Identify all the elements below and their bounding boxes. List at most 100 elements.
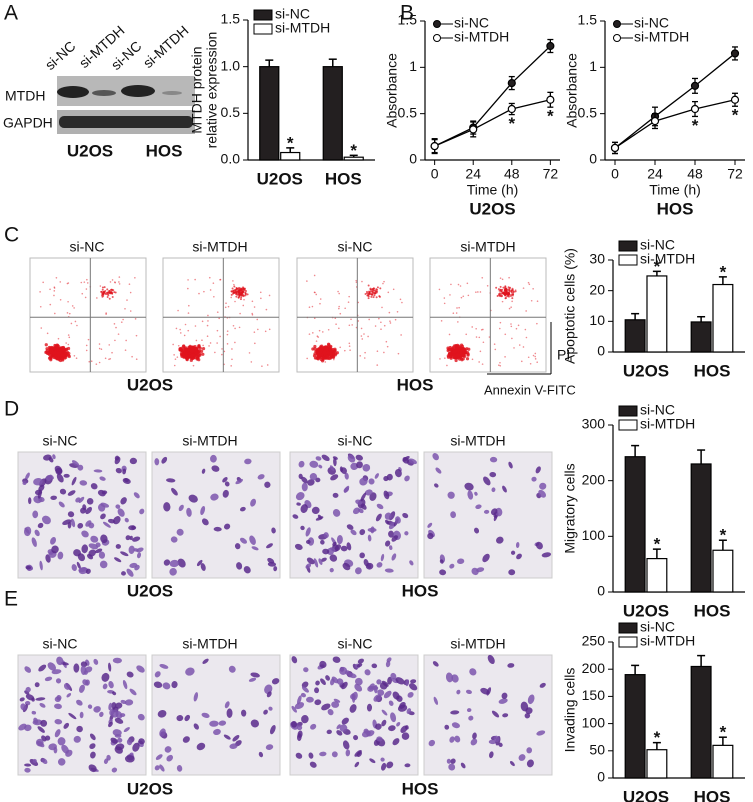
stained-cell bbox=[251, 546, 259, 551]
stained-cell bbox=[111, 767, 118, 773]
stained-cell bbox=[110, 737, 118, 744]
flow-dot bbox=[450, 355, 453, 358]
stained-cell bbox=[70, 518, 76, 528]
stained-cell bbox=[315, 680, 320, 686]
flow-dot bbox=[450, 283, 452, 286]
stained-cell bbox=[19, 697, 25, 702]
stained-cell bbox=[224, 481, 230, 487]
flow-dot bbox=[449, 345, 452, 348]
flow-dot bbox=[45, 350, 49, 354]
flow-dot bbox=[57, 337, 60, 340]
flow-dot bbox=[522, 346, 525, 348]
flow-dot bbox=[236, 293, 239, 296]
stained-cell bbox=[340, 467, 347, 474]
stained-cell bbox=[376, 503, 384, 510]
stained-cell bbox=[193, 692, 199, 702]
stained-cell bbox=[507, 663, 515, 668]
flow-dot bbox=[532, 287, 534, 290]
flow-dot bbox=[225, 302, 227, 305]
flow-dot bbox=[96, 297, 98, 299]
stained-cell bbox=[405, 725, 409, 730]
stained-cell bbox=[350, 529, 357, 536]
stained-cell bbox=[222, 489, 229, 498]
stained-cell bbox=[114, 455, 120, 461]
stained-cell bbox=[311, 506, 320, 515]
stained-cell bbox=[35, 697, 46, 701]
stained-cell bbox=[323, 532, 329, 538]
stained-cell bbox=[115, 743, 125, 751]
stained-cell bbox=[309, 460, 319, 468]
stained-cell bbox=[313, 558, 319, 568]
flow-dot bbox=[306, 357, 308, 360]
stained-cell bbox=[330, 547, 336, 552]
panel-letter: A bbox=[4, 2, 18, 25]
stained-cell bbox=[330, 678, 335, 686]
stained-cell bbox=[406, 708, 412, 714]
flow-dot bbox=[240, 296, 243, 299]
bar bbox=[690, 321, 712, 353]
flow-dot bbox=[129, 291, 132, 294]
flow-dot bbox=[177, 344, 180, 347]
flow-dot bbox=[499, 285, 502, 288]
flow-dot bbox=[383, 324, 386, 327]
stained-cell bbox=[409, 560, 414, 566]
panel-letter: D bbox=[4, 398, 19, 421]
flow-dot bbox=[126, 299, 128, 301]
x-tick-label: 48 bbox=[504, 166, 520, 182]
flow-dot bbox=[315, 340, 318, 342]
y-tick-label: 0 bbox=[409, 151, 417, 167]
stained-cell bbox=[154, 671, 161, 678]
stained-cell bbox=[353, 735, 359, 741]
legend-swatch bbox=[618, 240, 638, 252]
flow-dot bbox=[335, 323, 337, 325]
flow-dot bbox=[534, 355, 536, 358]
stained-cell bbox=[465, 689, 472, 695]
flow-dot bbox=[108, 358, 110, 361]
plot-label: si-MTDH bbox=[192, 239, 247, 255]
flow-dot bbox=[197, 344, 201, 349]
stained-cell bbox=[343, 485, 350, 493]
flow-dot bbox=[44, 343, 48, 347]
y-axis-label: Migratory cells bbox=[562, 463, 578, 553]
bar bbox=[280, 151, 301, 161]
flow-dot bbox=[198, 292, 200, 295]
flow-dot bbox=[173, 364, 176, 367]
flow-dot bbox=[359, 355, 362, 357]
flow-dot bbox=[219, 335, 221, 338]
flow-dot bbox=[498, 364, 500, 366]
stained-cell bbox=[502, 713, 509, 718]
flow-dot bbox=[114, 339, 116, 342]
stained-cell bbox=[185, 667, 195, 676]
stained-cell bbox=[381, 680, 389, 687]
stained-cell bbox=[498, 742, 503, 747]
stained-cell bbox=[318, 558, 323, 565]
bar bbox=[690, 463, 712, 593]
flow-dot bbox=[60, 346, 65, 350]
stained-cell bbox=[63, 722, 70, 729]
stained-cell bbox=[490, 508, 498, 516]
stained-cell bbox=[354, 683, 363, 692]
flow-dot bbox=[240, 289, 243, 292]
flow-dot bbox=[455, 312, 458, 314]
flow-dot bbox=[457, 321, 459, 323]
flow-dot bbox=[209, 289, 212, 291]
stained-cell bbox=[524, 713, 531, 719]
stained-cell bbox=[357, 658, 364, 664]
stained-cell bbox=[76, 699, 83, 706]
flow-dot bbox=[498, 327, 501, 330]
stained-cell bbox=[265, 744, 274, 750]
significance-mark: * bbox=[350, 141, 357, 160]
flow-dot bbox=[56, 351, 60, 355]
stained-cell bbox=[294, 543, 303, 550]
y-axis-label: Apoptotic cells (%) bbox=[562, 248, 578, 364]
stained-cell bbox=[321, 703, 331, 711]
flow-dot bbox=[177, 309, 179, 312]
stained-cell bbox=[267, 557, 275, 564]
stained-cell bbox=[103, 758, 109, 764]
flow-dot bbox=[534, 358, 537, 360]
flow-dot bbox=[243, 298, 245, 301]
stained-cell bbox=[269, 724, 276, 735]
flow-dot bbox=[511, 300, 513, 303]
stained-cell bbox=[61, 744, 69, 754]
flow-dot bbox=[498, 289, 501, 292]
